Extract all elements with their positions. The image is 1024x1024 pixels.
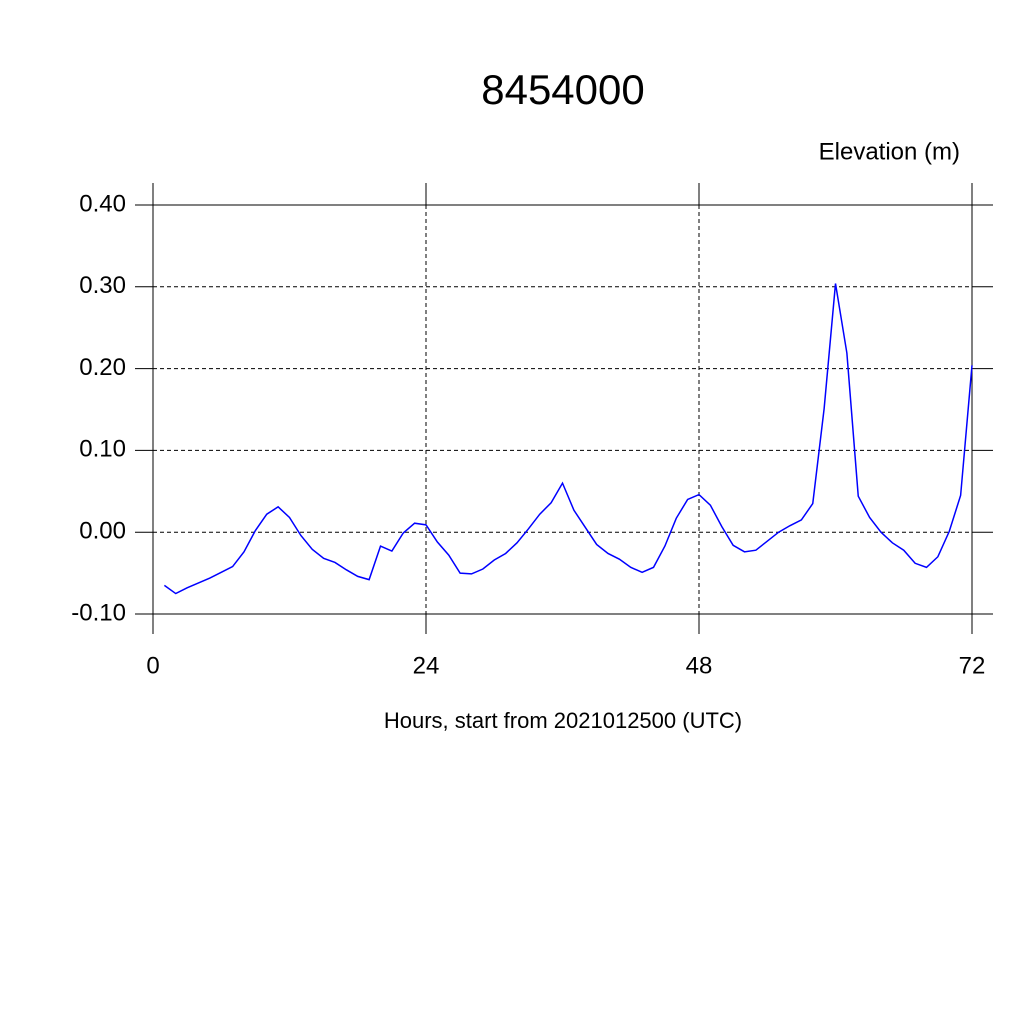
x-tick-label: 48 [686, 652, 713, 679]
x-tick-label: 0 [146, 652, 159, 679]
data-line [163, 283, 973, 595]
y-tick-label: 0.40 [79, 190, 126, 217]
y-axis-label: Elevation (m) [819, 138, 960, 165]
chart-title: 8454000 [481, 66, 645, 113]
y-tick-label: 0.00 [79, 518, 126, 545]
y-tick-label: -0.10 [71, 599, 126, 626]
x-tick-label: 24 [413, 652, 440, 679]
y-tick-label: 0.10 [79, 436, 126, 463]
x-axis-label: Hours, start from 2021012500 (UTC) [384, 708, 742, 733]
y-tick-label: 0.30 [79, 272, 126, 299]
y-tick-label: 0.20 [79, 354, 126, 381]
x-tick-label: 72 [959, 652, 986, 679]
